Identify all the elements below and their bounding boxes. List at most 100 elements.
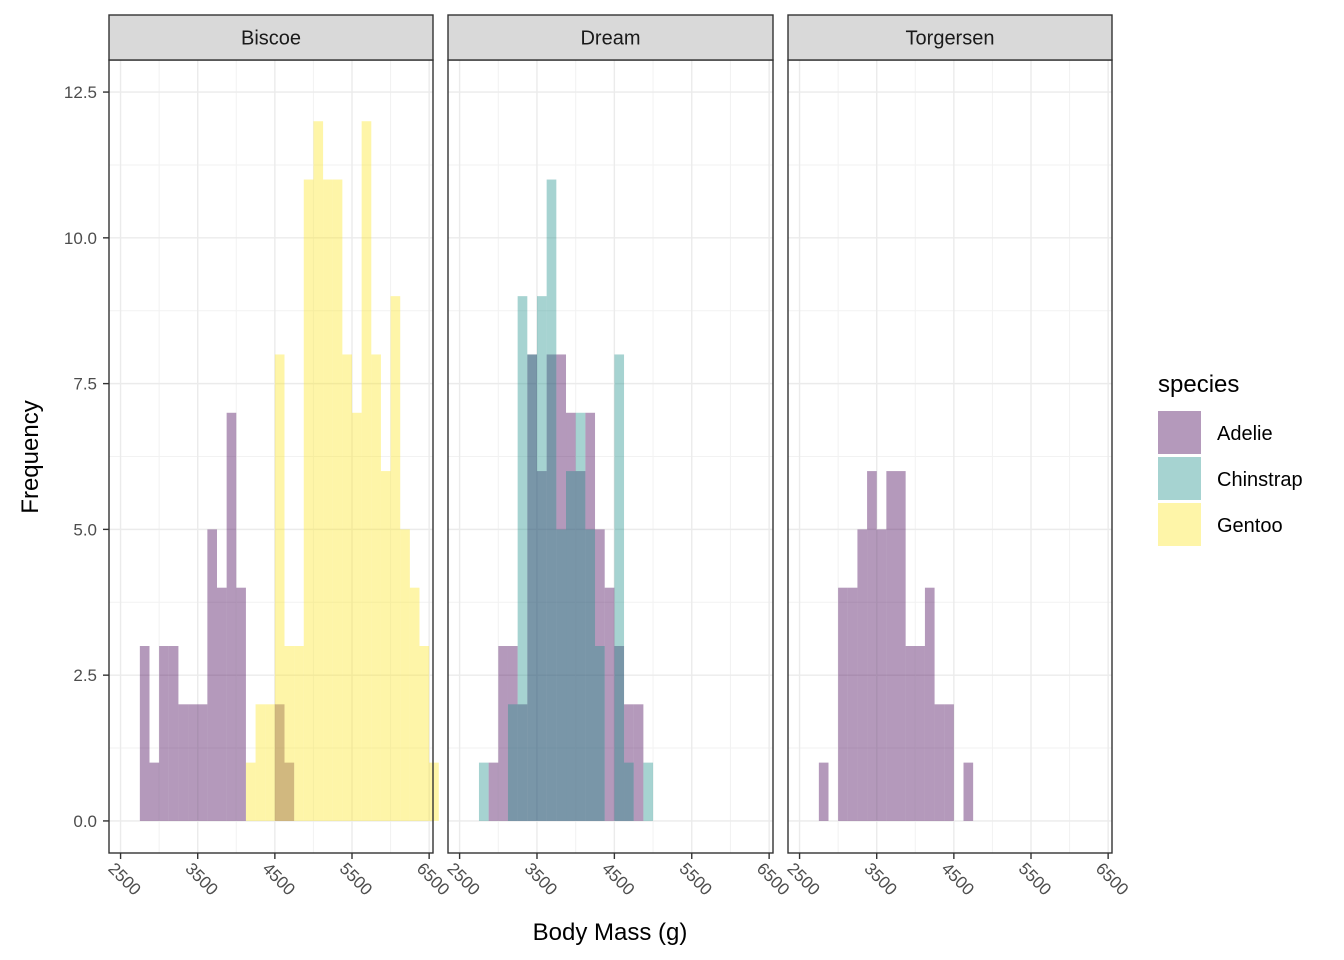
bar-chinstrap	[478, 762, 489, 821]
bar-chinstrap	[585, 529, 596, 821]
facet-panels: Biscoe 2500 3500 4500 5500 6500 Dream 2500 3500 4…	[104, 14, 1132, 899]
bar-adelie	[857, 529, 868, 821]
bar-gentoo	[323, 179, 333, 821]
bar-adelie	[236, 587, 246, 821]
bar-adelie	[168, 646, 179, 821]
facet-strip-label: Biscoe	[241, 28, 301, 50]
x-tick-label: 5500	[676, 859, 716, 899]
y-axis: 0.0 2.5 5.0 7.5 10.0 12.5	[64, 83, 109, 831]
legend: species Adelie Chinstrap Gentoo	[1158, 371, 1303, 546]
y-tick-label: 10.0	[64, 229, 97, 248]
x-tick-label: 4500	[259, 859, 299, 899]
bar-adelie	[595, 529, 605, 821]
bar-adelie	[217, 587, 227, 821]
legend-swatch	[1158, 503, 1201, 546]
bar-chinstrap	[527, 354, 537, 821]
y-tick-label: 7.5	[73, 375, 97, 394]
bar-adelie	[197, 704, 208, 821]
bar-gentoo	[265, 704, 275, 821]
bar-chinstrap	[614, 354, 625, 821]
bar-chinstrap	[624, 762, 634, 821]
x-tick-label: 6500	[413, 859, 453, 899]
bar-adelie	[188, 704, 198, 821]
bar-chinstrap	[575, 412, 586, 821]
bar-adelie	[159, 646, 169, 821]
bar-gentoo	[390, 296, 401, 821]
bar-chinstrap	[566, 471, 576, 821]
bar-gentoo	[332, 179, 343, 821]
bar-adelie	[876, 529, 887, 821]
legend-label: Adelie	[1217, 423, 1273, 445]
x-axis-title: Body Mass (g)	[533, 919, 688, 946]
bar-adelie	[507, 646, 518, 821]
legend-item-gentoo: Gentoo	[1158, 503, 1283, 546]
bar-gentoo	[255, 704, 266, 821]
bar-adelie	[139, 646, 150, 821]
legend-item-adelie: Adelie	[1158, 411, 1273, 454]
bar-gentoo	[409, 587, 420, 821]
facet-panel-dream: Dream 2500 3500 4500 5500 6500	[443, 14, 793, 899]
legend-label: Chinstrap	[1217, 469, 1303, 491]
bar-adelie	[818, 762, 829, 821]
bar-gentoo	[380, 471, 391, 821]
facet-panel-torgersen: Torgersen 2500 3500 4500 5500 6500	[783, 14, 1132, 899]
bar-adelie	[488, 762, 499, 821]
bar-adelie	[915, 646, 925, 821]
legend-title: species	[1158, 371, 1239, 398]
panel-grid	[448, 60, 773, 853]
bar-adelie	[207, 529, 217, 821]
x-tick-label: 4500	[598, 859, 638, 899]
bar-adelie	[284, 762, 295, 821]
facet-strip-label: Torgersen	[906, 28, 995, 50]
bar-adelie	[556, 354, 567, 821]
bar-adelie	[575, 471, 586, 821]
x-tick-label: 3500	[182, 859, 222, 899]
histogram-bars	[139, 121, 459, 821]
bar-adelie	[847, 587, 858, 821]
bar-adelie	[867, 471, 877, 821]
bar-gentoo	[342, 354, 352, 821]
y-tick-label: 12.5	[64, 83, 97, 102]
bar-adelie	[178, 704, 189, 821]
bar-gentoo	[361, 121, 372, 821]
y-tick-label: 0.0	[73, 812, 97, 831]
bar-chinstrap	[546, 179, 557, 821]
legend-swatch	[1158, 457, 1201, 500]
x-tick-label: 6500	[1092, 859, 1132, 899]
bar-adelie	[566, 412, 576, 821]
facet-strip	[787, 14, 1113, 61]
x-tick-label: 5500	[336, 859, 376, 899]
bar-adelie	[585, 412, 596, 821]
x-tick-label: 2500	[783, 859, 823, 899]
bar-adelie	[536, 471, 547, 821]
bar-gentoo	[294, 646, 304, 821]
panel-grid	[788, 60, 1112, 853]
x-tick-label: 2500	[443, 859, 483, 899]
bar-adelie	[546, 354, 557, 821]
x-tick-label: 3500	[861, 859, 901, 899]
legend-swatch	[1158, 411, 1201, 454]
bar-gentoo	[284, 646, 295, 821]
bar-chinstrap	[507, 704, 518, 821]
bar-chinstrap	[556, 529, 567, 821]
bar-adelie	[633, 704, 644, 821]
panel-grid	[109, 60, 433, 853]
y-axis-title: Frequency	[17, 400, 44, 513]
bar-gentoo	[400, 529, 410, 821]
x-tick-label: 3500	[521, 859, 561, 899]
bar-adelie	[838, 587, 848, 821]
bar-chinstrap	[536, 296, 547, 821]
bar-adelie	[896, 471, 906, 821]
x-axis: 2500 3500 4500 5500 6500	[104, 853, 453, 899]
legend-item-chinstrap: Chinstrap	[1158, 457, 1303, 500]
bar-adelie	[498, 646, 508, 821]
bar-adelie	[934, 704, 945, 821]
x-axis: 2500 3500 4500 5500 6500	[783, 853, 1132, 899]
bar-chinstrap	[517, 296, 528, 821]
bar-adelie	[604, 587, 615, 821]
x-tick-label: 2500	[104, 859, 144, 899]
bar-adelie	[527, 354, 537, 821]
y-tick-label: 2.5	[73, 666, 97, 685]
x-tick-label: 6500	[753, 859, 793, 899]
